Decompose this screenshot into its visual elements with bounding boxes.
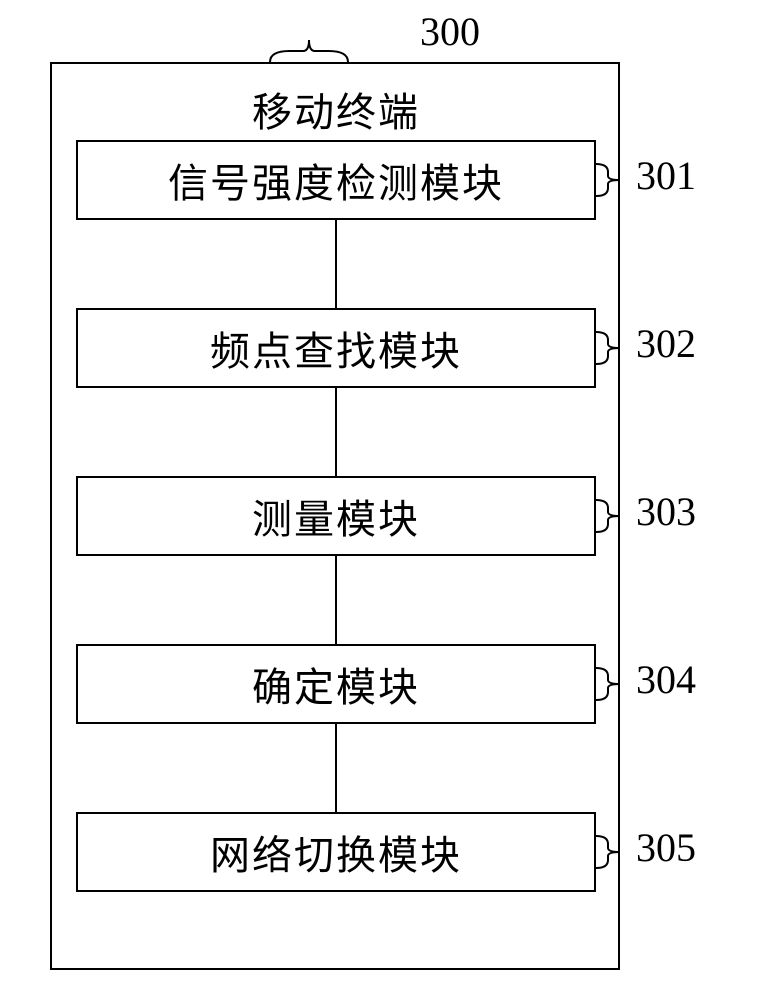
outer-title: 移动终端 bbox=[252, 80, 420, 138]
label-300: 300 bbox=[420, 8, 480, 55]
connector-2 bbox=[335, 556, 337, 644]
module-text: 测量模块 bbox=[252, 487, 420, 545]
label-305: 305 bbox=[636, 824, 696, 871]
module-text: 网络切换模块 bbox=[210, 823, 462, 881]
brace-300 bbox=[0, 0, 774, 70]
label-301: 301 bbox=[636, 152, 696, 199]
module-text: 频点查找模块 bbox=[210, 319, 462, 377]
label-303: 303 bbox=[636, 488, 696, 535]
connector-3 bbox=[335, 724, 337, 812]
module-frequency-lookup: 频点查找模块 bbox=[76, 308, 596, 388]
module-text: 确定模块 bbox=[252, 655, 420, 713]
module-network-switch: 网络切换模块 bbox=[76, 812, 596, 892]
connector-1 bbox=[335, 388, 337, 476]
label-304: 304 bbox=[636, 656, 696, 703]
module-text: 信号强度检测模块 bbox=[168, 151, 504, 209]
module-measurement: 测量模块 bbox=[76, 476, 596, 556]
module-determination: 确定模块 bbox=[76, 644, 596, 724]
module-signal-strength-detection: 信号强度检测模块 bbox=[76, 140, 596, 220]
diagram-canvas: 300 移动终端 信号强度检测模块 301 频点查找模块 302 测量模块 303 确定模块… bbox=[0, 0, 774, 1000]
label-302: 302 bbox=[636, 320, 696, 367]
connector-0 bbox=[335, 220, 337, 308]
